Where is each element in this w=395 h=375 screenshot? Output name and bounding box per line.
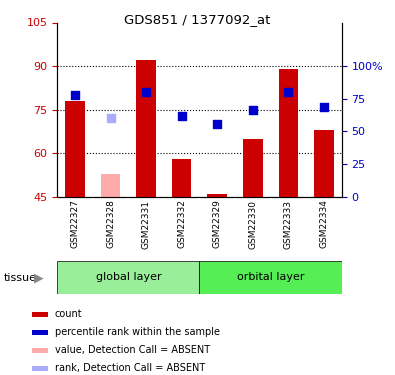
Text: rank, Detection Call = ABSENT: rank, Detection Call = ABSENT xyxy=(55,363,205,373)
Bar xyxy=(207,194,227,197)
Point xyxy=(143,89,149,95)
Text: GSM22333: GSM22333 xyxy=(284,200,293,249)
Bar xyxy=(199,261,342,294)
Point xyxy=(72,92,78,98)
Text: GSM22330: GSM22330 xyxy=(248,200,257,249)
Text: count: count xyxy=(55,309,82,319)
Text: GSM22329: GSM22329 xyxy=(213,200,222,248)
Bar xyxy=(57,261,199,294)
Text: percentile rank within the sample: percentile rank within the sample xyxy=(55,327,220,337)
Text: GDS851 / 1377092_at: GDS851 / 1377092_at xyxy=(124,13,271,26)
Text: ▶: ▶ xyxy=(34,272,43,285)
Bar xyxy=(32,312,47,317)
Text: orbital layer: orbital layer xyxy=(237,273,304,282)
Point xyxy=(321,104,327,110)
Bar xyxy=(32,330,47,335)
Point xyxy=(250,106,256,112)
Point xyxy=(179,112,185,118)
Text: GSM22328: GSM22328 xyxy=(106,200,115,248)
Text: tissue: tissue xyxy=(4,273,37,283)
Bar xyxy=(314,130,334,197)
Bar xyxy=(172,159,192,197)
Text: GSM22334: GSM22334 xyxy=(320,200,328,248)
Bar xyxy=(32,348,47,353)
Bar xyxy=(243,139,263,197)
Text: GSM22327: GSM22327 xyxy=(71,200,79,248)
Text: GSM22332: GSM22332 xyxy=(177,200,186,248)
Bar xyxy=(32,366,47,371)
Text: value, Detection Call = ABSENT: value, Detection Call = ABSENT xyxy=(55,345,210,355)
Point xyxy=(107,116,114,122)
Text: GSM22331: GSM22331 xyxy=(142,200,150,249)
Bar xyxy=(278,69,298,197)
Text: global layer: global layer xyxy=(96,273,161,282)
Bar xyxy=(136,60,156,197)
Point xyxy=(285,89,292,95)
Point xyxy=(214,121,220,127)
Bar xyxy=(101,174,120,197)
Bar xyxy=(65,101,85,197)
